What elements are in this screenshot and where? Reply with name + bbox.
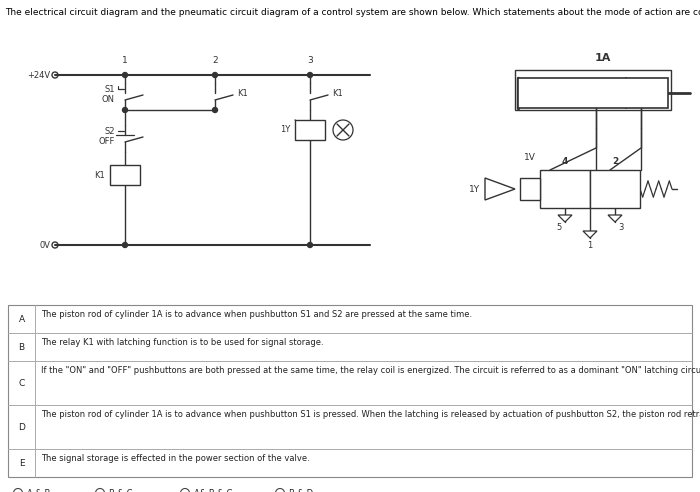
Text: S2: S2 [104, 126, 115, 135]
Text: A& B & C: A& B & C [194, 489, 232, 492]
Polygon shape [485, 178, 515, 200]
Text: A: A [18, 314, 25, 324]
Text: A & B: A & B [27, 489, 50, 492]
Text: 4: 4 [562, 157, 568, 166]
Bar [518, 78, 668, 108]
Text: 5: 5 [556, 223, 562, 232]
Bar [540, 170, 590, 208]
Text: The relay K1 with latching function is to be used for signal storage.: The relay K1 with latching function is t… [41, 338, 323, 347]
Bar [295, 120, 325, 140]
Text: 1Y: 1Y [280, 125, 290, 134]
Circle shape [122, 243, 127, 247]
Polygon shape [583, 231, 597, 238]
Text: K1: K1 [237, 89, 248, 97]
Text: 3: 3 [618, 223, 624, 232]
Text: K1: K1 [94, 171, 105, 180]
Text: E: E [19, 459, 24, 467]
Text: B & C: B & C [109, 489, 132, 492]
Text: D: D [18, 423, 25, 431]
Circle shape [213, 107, 218, 113]
Circle shape [213, 72, 218, 78]
Text: B: B [18, 342, 25, 351]
Text: B & D: B & D [289, 489, 313, 492]
Bar [110, 165, 140, 185]
Text: 2: 2 [212, 56, 218, 65]
Text: 1V: 1V [524, 153, 536, 162]
Text: +24V: +24V [27, 70, 50, 80]
Text: 1Y: 1Y [469, 184, 480, 193]
Text: The piston rod of cylinder 1A is to advance when pushbutton S1 and S2 are presse: The piston rod of cylinder 1A is to adva… [41, 310, 472, 319]
Circle shape [122, 107, 127, 113]
Text: 1: 1 [587, 241, 593, 250]
Circle shape [307, 243, 312, 247]
Text: The electrical circuit diagram and the pneumatic circuit diagram of a control sy: The electrical circuit diagram and the p… [5, 8, 700, 17]
Polygon shape [558, 215, 572, 222]
Text: If the "ON" and "OFF" pushbuttons are both pressed at the same time, the relay c: If the "ON" and "OFF" pushbuttons are bo… [41, 366, 700, 375]
Bar [520, 178, 540, 200]
Text: K1: K1 [332, 89, 343, 97]
Polygon shape [608, 215, 622, 222]
Text: 1: 1 [122, 56, 128, 65]
Text: The signal storage is effected in the power section of the valve.: The signal storage is effected in the po… [41, 454, 309, 463]
Text: ON: ON [102, 94, 115, 103]
Text: The piston rod of cylinder 1A is to advance when pushbutton S1 is pressed. When : The piston rod of cylinder 1A is to adva… [41, 410, 700, 419]
Bar [590, 170, 640, 208]
Text: C: C [18, 378, 25, 388]
Text: 0V: 0V [39, 241, 50, 249]
Text: 3: 3 [307, 56, 313, 65]
Text: S1: S1 [104, 85, 115, 93]
Bar [515, 70, 671, 110]
Circle shape [122, 72, 127, 78]
Text: 1A: 1A [595, 53, 611, 63]
Bar [8, 305, 692, 477]
Text: 2: 2 [612, 157, 618, 166]
Circle shape [307, 72, 312, 78]
Text: OFF: OFF [99, 136, 115, 146]
